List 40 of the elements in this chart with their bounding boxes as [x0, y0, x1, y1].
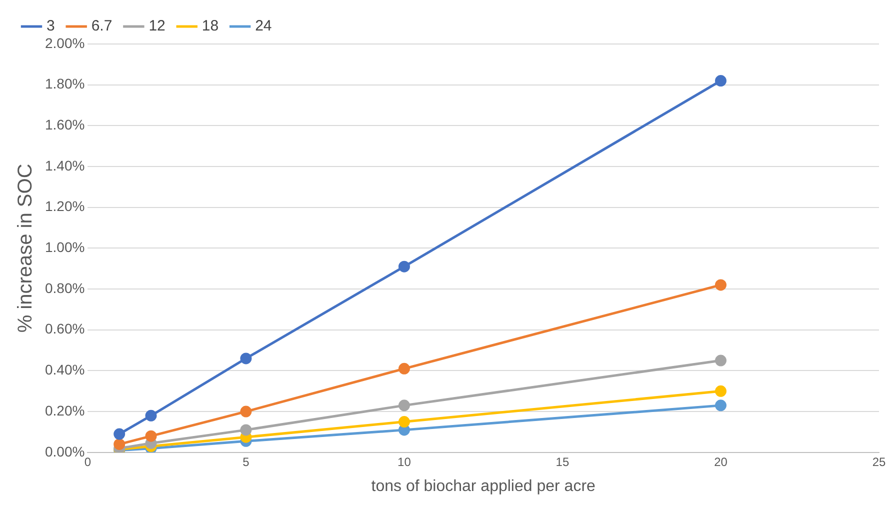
- point: [398, 400, 410, 412]
- y-tick-label: 0.40%: [44, 362, 85, 378]
- y-tick-label: 2.00%: [44, 34, 85, 51]
- point: [114, 438, 126, 450]
- point: [714, 75, 726, 87]
- legend-label: 3: [46, 18, 55, 35]
- point: [714, 400, 726, 412]
- point: [240, 406, 252, 418]
- legend-label: 24: [255, 18, 272, 35]
- x-tick-label: 0: [84, 454, 92, 469]
- point: [114, 428, 126, 440]
- y-tick-label: 1.00%: [44, 239, 85, 256]
- x-tick-label: 25: [872, 454, 886, 469]
- legend-label: 12: [148, 18, 166, 35]
- y-tick-label: 0.80%: [44, 280, 85, 296]
- point: [145, 430, 157, 442]
- point: [398, 260, 410, 272]
- x-tick-label: 15: [556, 454, 570, 469]
- y-tick-label: 1.20%: [44, 198, 85, 214]
- x-tick-label: 10: [398, 454, 412, 469]
- y-tick-label: 0.60%: [44, 320, 85, 337]
- x-axis-title: tons of biochar applied per acre: [371, 478, 596, 495]
- x-tick-label: 20: [714, 454, 728, 469]
- point: [240, 424, 252, 436]
- point: [398, 362, 410, 374]
- y-tick-label: 1.80%: [44, 76, 85, 92]
- y-tick-label: 0.20%: [44, 402, 85, 418]
- y-axis-title: % increase in SOC: [14, 164, 37, 333]
- point: [145, 410, 157, 422]
- x-tick-label: 5: [242, 454, 250, 469]
- point: [398, 416, 410, 428]
- y-tick-label: 1.60%: [44, 116, 85, 133]
- point: [240, 352, 252, 364]
- y-tick-label: 1.40%: [44, 157, 85, 174]
- legend-label: 6.7: [91, 18, 112, 35]
- point: [714, 354, 726, 366]
- legend-label: 18: [202, 18, 219, 35]
- y-tick-label: 0.00%: [44, 443, 85, 460]
- point: [714, 385, 726, 397]
- point: [714, 279, 726, 291]
